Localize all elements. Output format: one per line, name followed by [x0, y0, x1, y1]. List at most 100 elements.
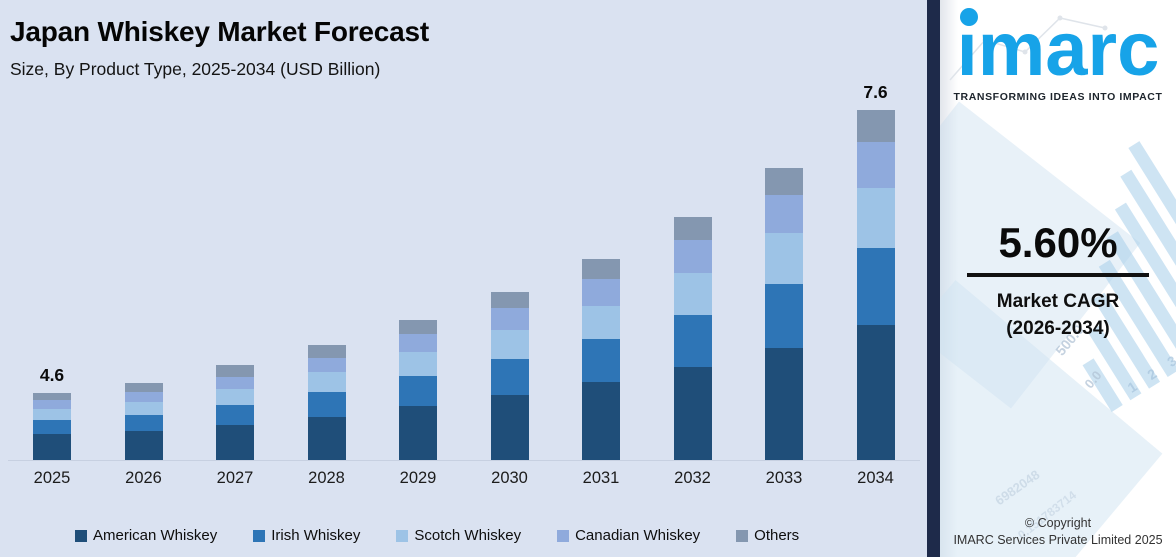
chart-panel: Japan Whiskey Market Forecast Size, By P… — [0, 0, 927, 557]
bar-segment — [216, 405, 254, 425]
bar-segment — [33, 420, 71, 434]
bar-segment — [399, 320, 437, 334]
x-axis-tick-label: 2033 — [765, 469, 803, 487]
bar-segment — [582, 259, 620, 279]
legend-swatch-icon — [396, 529, 409, 542]
bar-segment — [582, 382, 620, 460]
bar-segment — [33, 393, 71, 400]
bar-segment — [307, 345, 346, 358]
chart-legend: American Whiskey Irish Whiskey Scotch Whis… — [75, 527, 799, 544]
stacked-bar-2034 — [856, 110, 895, 460]
stacked-bar-2033 — [765, 168, 803, 460]
legend-label: Irish Whiskey — [271, 527, 361, 544]
legend-item: Others — [736, 527, 799, 544]
stacked-bar-2026 — [124, 383, 163, 460]
stacked-bar-2030 — [490, 292, 529, 460]
bar-segment — [856, 110, 895, 142]
legend-item: Irish Whiskey — [253, 527, 360, 544]
watermark-text: 0.0 — [1081, 367, 1105, 392]
bar-segment — [856, 248, 895, 325]
bar-segment — [399, 352, 437, 376]
bar-segment — [765, 233, 803, 284]
cagr-period: (2026-2034) — [1006, 317, 1110, 339]
chart-subtitle: Size, By Product Type, 2025-2034 (USD Bi… — [10, 59, 381, 79]
bar-segment — [124, 383, 163, 392]
legend-label: Others — [754, 527, 800, 544]
bar-segment — [216, 389, 254, 405]
legend-item: Canadian Whiskey — [557, 527, 700, 544]
bar-segment — [216, 377, 254, 389]
copyright-notice: © Copyright IMARC Services Private Limit… — [940, 515, 1176, 549]
x-axis-tick-label: 2028 — [308, 469, 345, 487]
bar-segment — [582, 279, 620, 306]
legend-swatch-icon — [253, 529, 266, 542]
bar-segment — [490, 359, 529, 395]
bar-segment — [307, 372, 346, 392]
bar-segment — [673, 240, 712, 273]
bar-segment — [673, 217, 712, 240]
copyright-line1: © Copyright — [1024, 516, 1092, 531]
copyright-line2: IMARC Services Private Limited 2025 — [953, 533, 1163, 548]
stacked-bar-2028 — [307, 345, 346, 460]
watermark-text: 6982048 — [992, 466, 1043, 509]
bar-segment — [490, 395, 529, 460]
bar-segment — [856, 188, 895, 248]
legend-label: Canadian Whiskey — [575, 527, 701, 544]
legend-swatch-icon — [736, 529, 749, 542]
bar-segment — [33, 409, 71, 420]
bar-segment — [124, 431, 163, 460]
x-axis-tick-label: 2032 — [674, 469, 711, 487]
bar-segment — [124, 415, 163, 431]
cagr-value: 5.60% — [998, 219, 1118, 266]
logo-tagline: TRANSFORMING IDEAS INTO IMPACT — [953, 91, 1163, 103]
bar-segment — [216, 365, 254, 377]
bar-segment — [673, 273, 712, 315]
stacked-bar-2031 — [582, 259, 620, 460]
bar-segment — [33, 400, 71, 409]
bar-segment — [307, 392, 346, 417]
bar-segment — [307, 358, 346, 372]
bar-segment — [765, 195, 803, 233]
chart-title: Japan Whiskey Market Forecast — [10, 16, 430, 47]
cagr-label: Market CAGR — [996, 291, 1120, 312]
bar-segment — [856, 325, 895, 460]
x-axis-tick-label: 2034 — [857, 469, 894, 487]
legend-item: Scotch Whiskey — [396, 527, 521, 544]
legend-swatch-icon — [75, 529, 87, 542]
bar-segment — [33, 434, 71, 460]
bar-segment — [673, 367, 712, 460]
bar-segment — [490, 330, 529, 359]
bar-segment — [124, 402, 163, 415]
stacked-bar-2027 — [216, 365, 254, 460]
bar-segment — [490, 292, 529, 308]
bar-segment — [307, 417, 346, 460]
bar-total-label: 4.6 — [39, 365, 65, 385]
bar-segment — [582, 339, 620, 382]
legend-swatch-icon — [557, 529, 570, 542]
stacked-bar-2025 — [33, 393, 71, 460]
cagr-block: 5.60% Market CAGR (2026-2034) — [940, 222, 1176, 342]
x-axis-tick-label: 2029 — [399, 469, 437, 487]
legend-label: Scotch Whiskey — [414, 527, 522, 544]
logo-wordmark: ımarc — [956, 7, 1160, 92]
bar-segment — [673, 315, 712, 367]
stacked-bar-plot: 2025 2026 2027 2028 2029 2030 2031 2032 2033 2034… — [8, 82, 920, 487]
watermark-bar — [1082, 358, 1123, 412]
bar-segment — [399, 406, 437, 460]
bar-segment — [765, 284, 803, 348]
x-axis-line — [8, 460, 920, 461]
bar-segment — [124, 392, 163, 402]
x-axis-tick-label: 2027 — [216, 469, 254, 487]
cagr-divider-rule — [967, 273, 1149, 277]
side-panel: 500.0 0.0 1 2 3 4 6982048 0.151783714 ım… — [940, 0, 1176, 557]
panel-divider — [927, 0, 940, 557]
x-axis-tick-label: 2026 — [125, 469, 162, 487]
bar-segment — [856, 142, 895, 188]
legend-label: American Whiskey — [93, 527, 218, 544]
legend-item: American Whiskey — [75, 527, 217, 544]
bar-segment — [490, 308, 529, 330]
bar-segment — [582, 306, 620, 339]
bar-segment — [765, 348, 803, 460]
bar-segment — [399, 376, 437, 406]
